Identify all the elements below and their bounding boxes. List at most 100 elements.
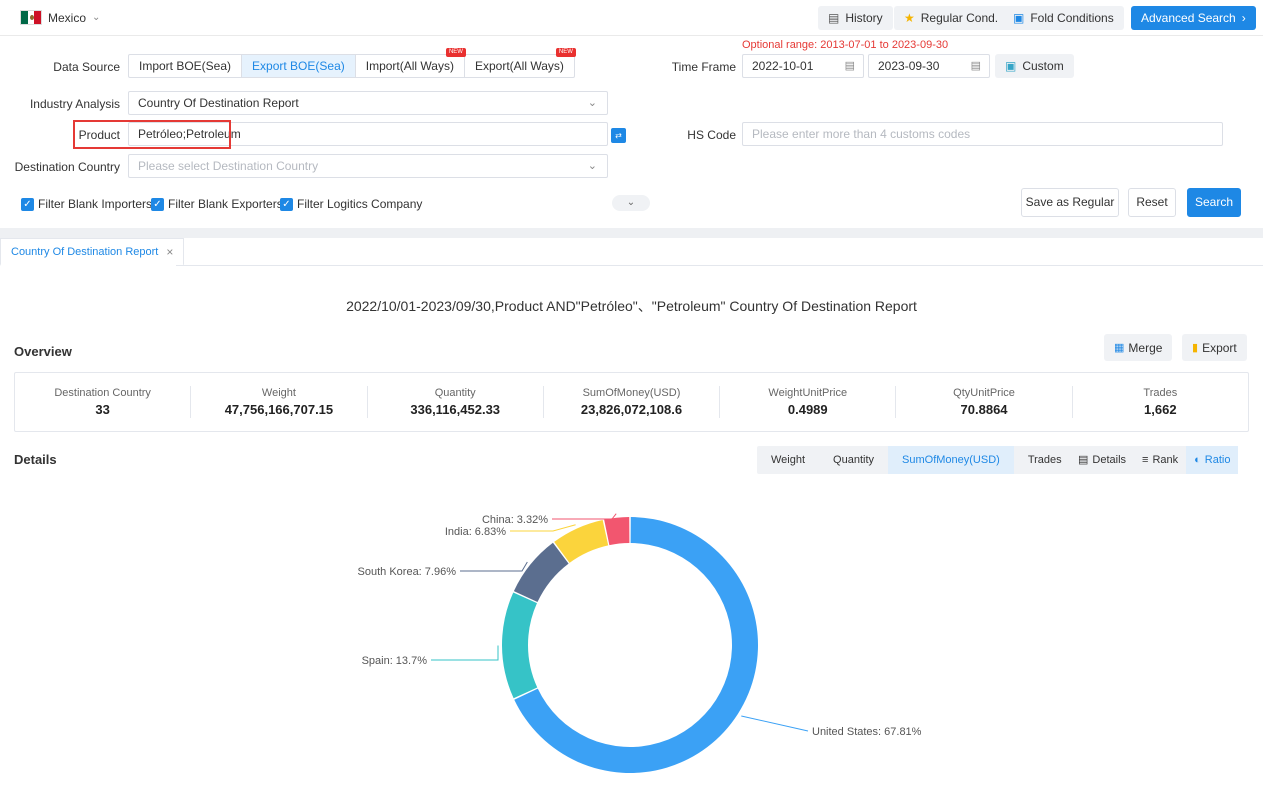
history-button[interactable]: ▤ History	[818, 6, 893, 30]
chevron-right-icon: ›	[1241, 11, 1246, 25]
stat-key: SumOfMoney(USD)	[582, 387, 681, 399]
product-input[interactable]: Petróleo;Petroleum	[128, 122, 608, 146]
view-label: Details	[1092, 454, 1127, 466]
merge-icon: ▦	[1114, 342, 1125, 354]
date-from-input[interactable]: 2022-10-01 ▤	[742, 54, 864, 78]
translate-icon[interactable]: ⇄	[611, 128, 626, 143]
option-label: Import(All Ways)	[365, 59, 454, 73]
option-label: Import BOE(Sea)	[139, 59, 232, 73]
donut-leader-line	[741, 715, 809, 732]
advanced-search-button[interactable]: Advanced Search ›	[1131, 6, 1256, 30]
stat-destination-country: Destination Country 33	[15, 386, 192, 418]
details-heading: Details	[14, 452, 57, 467]
reset-button[interactable]: Reset	[1128, 188, 1176, 217]
fold-conditions-label: Fold Conditions	[1030, 11, 1114, 25]
date-from-value: 2022-10-01	[752, 59, 814, 73]
view-rank[interactable]: ≡ Rank	[1134, 446, 1186, 474]
stat-key: QtyUnitPrice	[953, 387, 1015, 399]
export-label: Export	[1202, 340, 1237, 355]
data-source-import-boe-sea[interactable]: Import BOE(Sea)	[129, 55, 243, 77]
donut-slice-china[interactable]	[604, 517, 630, 546]
save-as-regular-button[interactable]: Save as Regular	[1021, 188, 1119, 217]
destination-placeholder: Please select Destination Country	[138, 159, 319, 173]
view-details[interactable]: ▤ Details	[1070, 446, 1134, 474]
fold-icon: ▣	[1013, 11, 1025, 25]
filter-logistics-company-checkbox[interactable]: ✓ Filter Logitics Company	[280, 197, 422, 211]
donut-label: India: 6.83%	[445, 526, 506, 538]
option-label: Export BOE(Sea)	[252, 59, 345, 73]
checkbox-label: Filter Blank Importers	[38, 197, 153, 211]
stat-value: 23,826,072,108.6	[580, 402, 683, 417]
stat-trades: Trades 1,662	[1073, 386, 1248, 418]
view-selector: ▤ Details ≡ Rank ◐ Ratio	[1070, 446, 1239, 474]
merge-button[interactable]: ▦ Merge	[1104, 334, 1173, 361]
view-ratio[interactable]: ◐ Ratio	[1186, 446, 1239, 474]
donut-leader-line	[552, 513, 617, 520]
rank-icon: ≡	[1142, 454, 1149, 466]
stat-sum-of-money: SumOfMoney(USD) 23,826,072,108.6	[544, 386, 721, 418]
expand-filters-toggle[interactable]: ⌄	[612, 195, 650, 211]
donut-label: China: 3.32%	[482, 514, 548, 526]
filter-blank-exporters-checkbox[interactable]: ✓ Filter Blank Exporters	[151, 197, 283, 211]
tab-label: Country Of Destination Report	[11, 245, 159, 258]
metric-weight[interactable]: Weight	[771, 454, 806, 466]
metric-sum-of-money[interactable]: SumOfMoney(USD)	[888, 446, 1014, 474]
custom-date-button[interactable]: ▣ Custom	[995, 54, 1074, 78]
data-source-export-all-ways[interactable]: Export(All Ways) NEW	[465, 48, 576, 77]
calendar-icon: ▤	[844, 60, 855, 72]
stat-value: 33	[95, 402, 110, 417]
top-bar: Mexico ⌄ ▤ History ★ Regular Cond. ▣ Fol…	[0, 0, 1263, 36]
fold-conditions-button[interactable]: ▣ Fold Conditions	[1003, 6, 1124, 30]
stat-quantity: Quantity 336,116,452.33	[368, 386, 544, 418]
export-icon: ▮	[1192, 342, 1199, 354]
metric-trades[interactable]: Trades	[1027, 454, 1062, 466]
optional-range-hint: Optional range: 2013-07-01 to 2023-09-30	[742, 39, 949, 51]
chevron-down-icon: ⌄	[626, 197, 636, 208]
filter-blank-importers-checkbox[interactable]: ✓ Filter Blank Importers	[21, 197, 152, 211]
data-source-import-all-ways[interactable]: Import(All Ways) NEW	[356, 48, 466, 77]
history-label: History	[845, 11, 883, 25]
product-label: Product	[78, 128, 120, 142]
checkmark-icon: ✓	[21, 197, 34, 211]
filter-panel: Optional range: 2013-07-01 to 2023-09-30…	[0, 36, 1263, 228]
tab-divider	[176, 265, 1263, 266]
stat-key: Destination Country	[54, 387, 151, 399]
stat-value: 336,116,452.33	[410, 402, 501, 417]
tab-country-of-destination-report[interactable]: Country Of Destination Report ×	[0, 238, 185, 266]
overview-heading: Overview	[14, 344, 72, 359]
checkbox-label: Filter Logitics Company	[297, 197, 423, 211]
custom-label: Custom	[1022, 59, 1064, 73]
donut-label: Spain: 13.7%	[362, 655, 428, 667]
metric-quantity[interactable]: Quantity	[833, 454, 875, 466]
data-source-export-boe-sea[interactable]: Export BOE(Sea)	[242, 55, 356, 77]
date-to-input[interactable]: 2023-09-30 ▤	[868, 54, 990, 78]
stat-value: 70.8864	[960, 402, 1008, 417]
donut-slice-india[interactable]	[554, 519, 609, 563]
export-button[interactable]: ▮ Export	[1182, 334, 1247, 361]
donut-slice-spain[interactable]	[502, 592, 538, 699]
product-highlight-box	[73, 120, 231, 149]
hs-code-input[interactable]: Please enter more than 4 customs codes	[742, 122, 1223, 146]
calendar-icon: ▤	[970, 60, 981, 72]
search-button[interactable]: Search	[1187, 188, 1241, 217]
report-content: Country Of Destination Report × 2022/10/…	[0, 238, 1263, 798]
country-selector[interactable]: Mexico ⌄	[20, 10, 100, 25]
custom-icon: ▣	[1005, 59, 1017, 73]
view-label: Rank	[1152, 454, 1179, 466]
time-frame-label: Time Frame	[671, 60, 736, 74]
donut-label: South Korea: 7.96%	[358, 566, 457, 578]
donut-leader-line	[460, 561, 528, 572]
stat-value: 1,662	[1144, 402, 1177, 417]
close-icon[interactable]: ×	[166, 244, 174, 259]
donut-label: United States: 67.81%	[812, 726, 922, 738]
regular-cond-button[interactable]: ★ Regular Cond.	[894, 6, 1009, 30]
industry-analysis-select[interactable]: Country Of Destination Report ⌄	[128, 91, 608, 115]
new-badge: NEW	[445, 48, 466, 57]
star-icon: ★	[904, 11, 915, 25]
destination-country-select[interactable]: Please select Destination Country ⌄	[128, 154, 608, 178]
destination-donut-chart: United States: 67.81% Spain: 13.7% South K…	[358, 513, 922, 773]
donut-slice-south-korea[interactable]	[513, 542, 569, 603]
merge-label: Merge	[1128, 340, 1163, 355]
pie-icon: ◐	[1194, 454, 1201, 466]
advanced-search-label: Advanced Search	[1141, 11, 1236, 25]
